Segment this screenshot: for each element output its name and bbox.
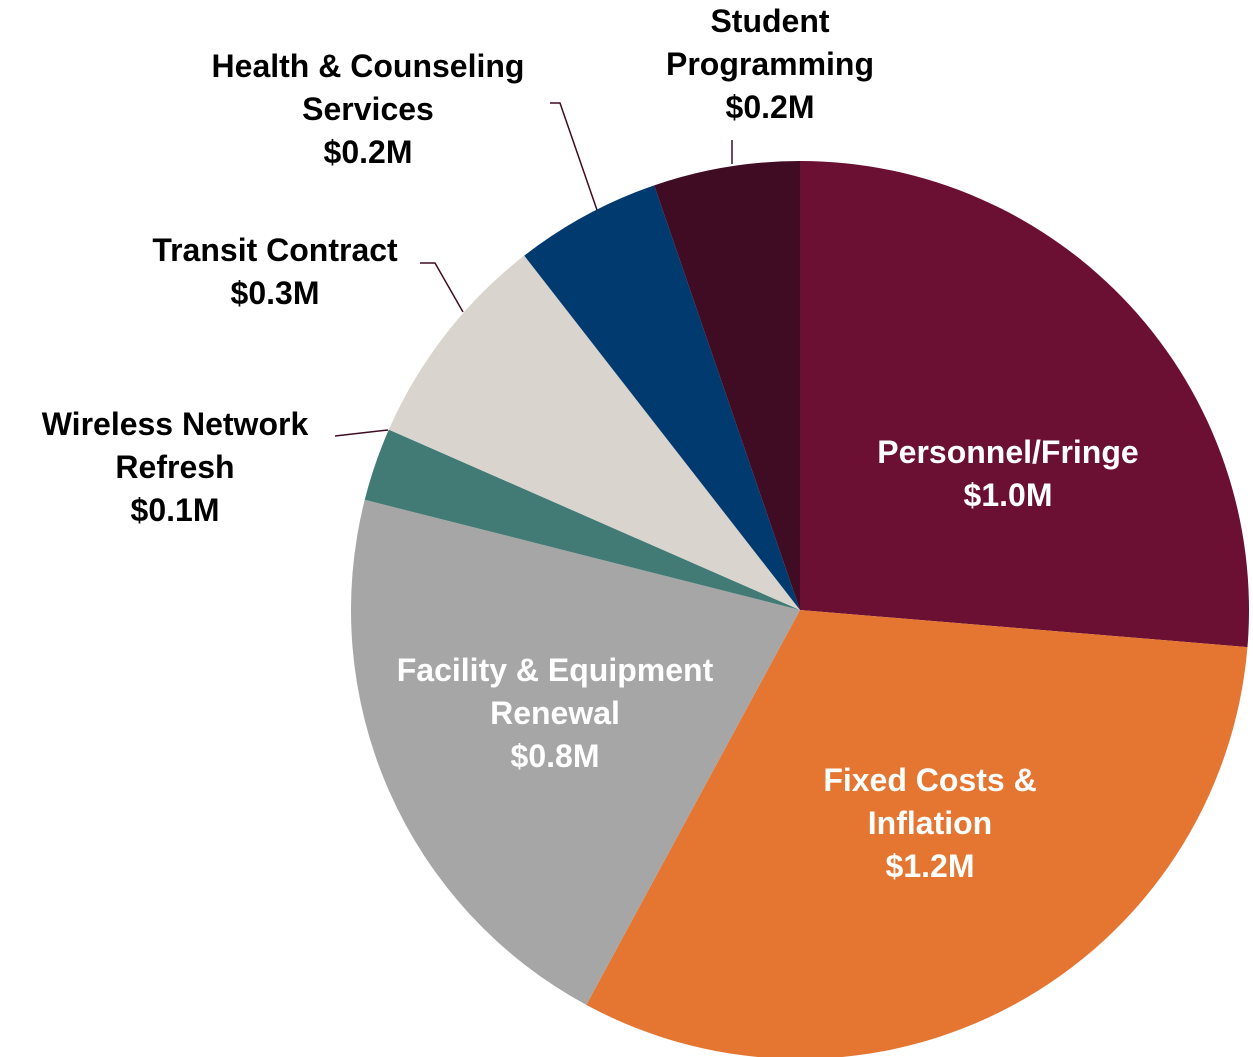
value-label: $0.8M bbox=[510, 738, 600, 774]
pie-slice bbox=[654, 161, 800, 610]
leader-line bbox=[334, 429, 389, 437]
value-label: $0.3M bbox=[230, 275, 320, 311]
slice-label: Health & Counseling Services $0.2M bbox=[173, 45, 563, 174]
slice-label: Wireless Network Refresh $0.1M bbox=[10, 403, 340, 532]
slice-label: Facility & Equipment Renewal $0.8M bbox=[360, 649, 750, 778]
category-label: Fixed Costs & Inflation bbox=[823, 762, 1037, 841]
pie-slice bbox=[388, 255, 800, 611]
value-label: $0.2M bbox=[725, 89, 815, 125]
slice-label: Transit Contract $0.3M bbox=[115, 229, 435, 315]
pie-slice bbox=[364, 429, 800, 610]
category-label: Facility & Equipment Renewal bbox=[396, 652, 714, 731]
category-label: Student Programming bbox=[665, 3, 875, 82]
pie-slice bbox=[800, 161, 1249, 648]
slice-label: Fixed Costs & Inflation $1.2M bbox=[790, 759, 1070, 888]
pie-slice bbox=[586, 610, 1248, 1057]
value-label: $0.1M bbox=[130, 492, 220, 528]
leader-line bbox=[550, 102, 598, 211]
value-label: $0.2M bbox=[323, 134, 413, 170]
value-label: $1.0M bbox=[963, 477, 1053, 513]
value-label: $1.2M bbox=[885, 848, 975, 884]
slice-label: Personnel/Fringe $1.0M bbox=[818, 431, 1198, 517]
pie-slice bbox=[524, 185, 800, 610]
leader-line bbox=[420, 262, 464, 313]
category-label: Health & Counseling Services bbox=[211, 48, 525, 127]
category-label: Wireless Network Refresh bbox=[41, 406, 309, 485]
category-label: Transit Contract bbox=[152, 232, 398, 268]
pie-slice bbox=[350, 499, 800, 1005]
category-label: Personnel/Fringe bbox=[877, 434, 1139, 470]
slice-label: Student Programming $0.2M bbox=[655, 0, 885, 129]
